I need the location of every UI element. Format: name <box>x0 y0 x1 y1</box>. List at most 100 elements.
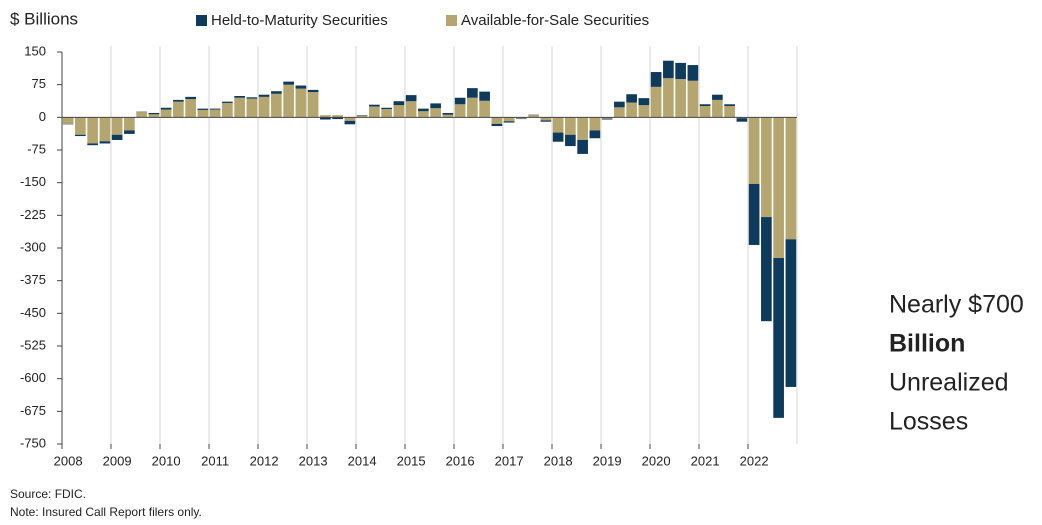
bar-segment <box>124 117 135 130</box>
bar-segment <box>198 110 209 117</box>
x-tick-label: 2010 <box>152 453 181 468</box>
bar-segment <box>345 121 356 124</box>
bar-segment <box>590 117 601 130</box>
bar-segment <box>786 239 797 387</box>
y-tick-label: -150 <box>20 174 46 189</box>
bar-segment <box>149 113 160 114</box>
note: Note: Insured Call Report filers only. <box>10 505 202 519</box>
y-tick-label: -600 <box>20 370 46 385</box>
bar-segment <box>345 117 356 120</box>
bar-segment <box>663 78 674 117</box>
bar-segment <box>626 94 637 102</box>
bar-segment <box>63 117 74 124</box>
x-tick-label: 2008 <box>54 453 83 468</box>
x-tick-label: 2016 <box>446 453 475 468</box>
x-tick-label: 2014 <box>348 453 377 468</box>
bar-segment <box>773 117 784 258</box>
bar-segment <box>418 111 429 117</box>
bar-segment <box>173 100 184 102</box>
x-tick-label: 2011 <box>201 453 229 468</box>
bar-segment <box>492 124 503 126</box>
bar-segment <box>75 135 86 136</box>
bar-segment <box>247 99 258 118</box>
bar-segment <box>492 117 503 124</box>
x-tick-label: 2020 <box>642 453 671 468</box>
bar-segment <box>381 109 392 117</box>
bar-segment <box>210 109 221 110</box>
bar-segment <box>626 103 637 118</box>
bar-segment <box>112 135 123 140</box>
y-tick-label: -450 <box>20 305 46 320</box>
bar-segment <box>504 121 515 122</box>
x-tick-label: 2018 <box>544 453 573 468</box>
bar-segment <box>75 117 86 134</box>
bar-segment <box>467 88 478 98</box>
bar-segment <box>749 184 760 245</box>
bar-segment <box>369 106 380 117</box>
bar-segment <box>590 130 601 138</box>
y-tick-label: 75 <box>32 76 46 91</box>
annotation: Unrealized <box>889 369 1009 397</box>
annotation: Nearly $700 <box>889 291 1024 319</box>
bar-segment <box>639 98 650 105</box>
y-tick-label: -750 <box>20 435 46 450</box>
bar-segment <box>394 101 405 105</box>
bar-segment <box>675 79 686 117</box>
y-tick-label: -300 <box>20 239 46 254</box>
bar-segment <box>479 92 490 101</box>
bar-segment <box>786 117 797 239</box>
bar-segment <box>100 141 111 143</box>
x-tick-label: 2013 <box>299 453 328 468</box>
bar-segment <box>688 65 699 81</box>
bar-segment <box>614 102 625 108</box>
bar-segment <box>651 72 662 87</box>
bar-segment <box>271 91 282 94</box>
bar-segment <box>100 117 111 141</box>
chart-title: $ Billions <box>10 9 78 28</box>
bar-segment <box>430 108 441 117</box>
legend-swatch <box>446 15 457 26</box>
bar-segment <box>222 103 233 117</box>
legend-label: Available-for-Sale Securities <box>461 12 649 29</box>
bar-segment <box>308 90 319 92</box>
bar-segment <box>749 117 760 184</box>
bar-segment <box>455 104 466 117</box>
bar-segment <box>283 85 294 118</box>
bar-segment <box>198 109 209 110</box>
bar-segment <box>283 82 294 85</box>
y-tick-label: -525 <box>20 337 46 352</box>
x-tick-label: 2012 <box>250 453 279 468</box>
bar-segment <box>296 86 307 89</box>
bar-segment <box>124 130 135 133</box>
bar-segment <box>700 106 711 117</box>
bar-segment <box>430 103 441 108</box>
x-tick-label: 2017 <box>495 453 524 468</box>
annotation: Losses <box>889 408 968 436</box>
bar-segment <box>675 63 686 79</box>
bar-segment <box>700 104 711 106</box>
bar-segment <box>210 109 221 117</box>
bar-segment <box>724 104 735 106</box>
source: Source: FDIC. <box>10 487 86 501</box>
bar-segment <box>712 100 723 117</box>
bar-segment <box>185 97 196 99</box>
bar-segment <box>369 105 380 107</box>
bar-segment <box>394 105 405 117</box>
y-tick-label: -225 <box>20 207 46 222</box>
bar-segment <box>87 117 98 143</box>
bar-segment <box>565 135 576 146</box>
bar-segment <box>455 98 466 105</box>
bar-segment <box>271 94 282 118</box>
bar-segment <box>614 107 625 117</box>
bar-segment <box>712 95 723 100</box>
bar-segment <box>222 102 233 103</box>
bar-segment <box>406 95 417 101</box>
bar-segment <box>296 89 307 118</box>
bar-segment <box>234 98 245 118</box>
x-tick-label: 2009 <box>103 453 132 468</box>
y-tick-label: 0 <box>39 109 46 124</box>
bar-segment <box>418 109 429 112</box>
bar-segment <box>259 95 270 97</box>
x-tick-label: 2022 <box>740 453 769 468</box>
